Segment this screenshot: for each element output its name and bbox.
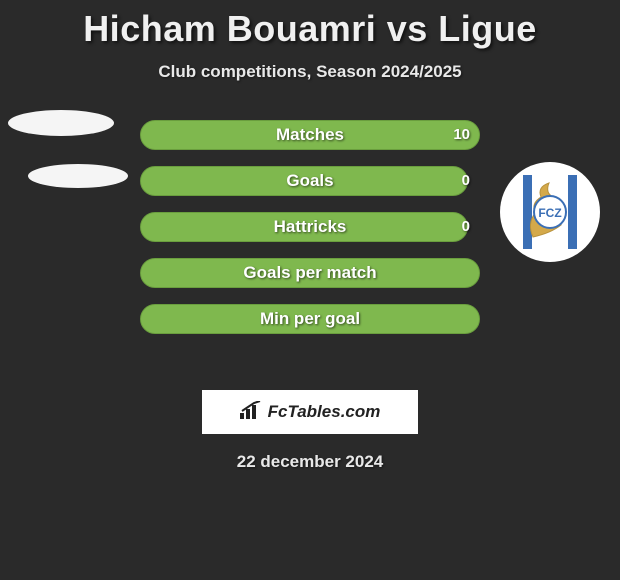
- bar-label: Matches: [140, 120, 480, 150]
- subtitle: Club competitions, Season 2024/2025: [0, 62, 620, 82]
- left-badge-placeholder-1: [8, 110, 114, 136]
- bar-hattricks: Hattricks 0: [140, 212, 480, 242]
- bar-min-per-goal: Min per goal: [140, 304, 480, 334]
- bar-right-value: 0: [462, 212, 470, 242]
- svg-text:FCZ: FCZ: [538, 206, 561, 220]
- date-text: 22 december 2024: [0, 452, 620, 472]
- stat-bars: Matches 10 Goals 0 Hattricks 0 Goals per…: [140, 120, 480, 350]
- bar-right-value: 0: [462, 166, 470, 196]
- left-team-badges: [8, 110, 128, 216]
- brand-text: FcTables.com: [268, 402, 381, 422]
- bar-right-value: 10: [453, 120, 470, 150]
- bar-goals-per-match: Goals per match: [140, 258, 480, 288]
- bar-matches: Matches 10: [140, 120, 480, 150]
- left-badge-placeholder-2: [28, 164, 128, 188]
- bar-goals: Goals 0: [140, 166, 480, 196]
- right-team-badge: FCZ: [500, 162, 600, 262]
- bar-label: Min per goal: [140, 304, 480, 334]
- bar-label: Hattricks: [140, 212, 480, 242]
- brand-attribution: FcTables.com: [202, 390, 418, 434]
- bar-label: Goals per match: [140, 258, 480, 288]
- comparison-chart: FCZ Matches 10 Goals 0 Hattricks 0 Goals…: [0, 120, 620, 380]
- bar-label: Goals: [140, 166, 480, 196]
- brand-chart-icon: [240, 401, 262, 424]
- page-title: Hicham Bouamri vs Ligue: [0, 0, 620, 50]
- team-crest-icon: FCZ: [500, 162, 600, 262]
